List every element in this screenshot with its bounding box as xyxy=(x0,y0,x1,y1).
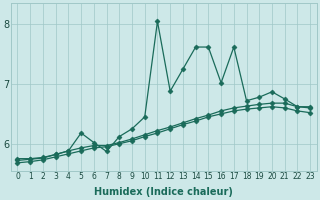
X-axis label: Humidex (Indice chaleur): Humidex (Indice chaleur) xyxy=(94,187,233,197)
